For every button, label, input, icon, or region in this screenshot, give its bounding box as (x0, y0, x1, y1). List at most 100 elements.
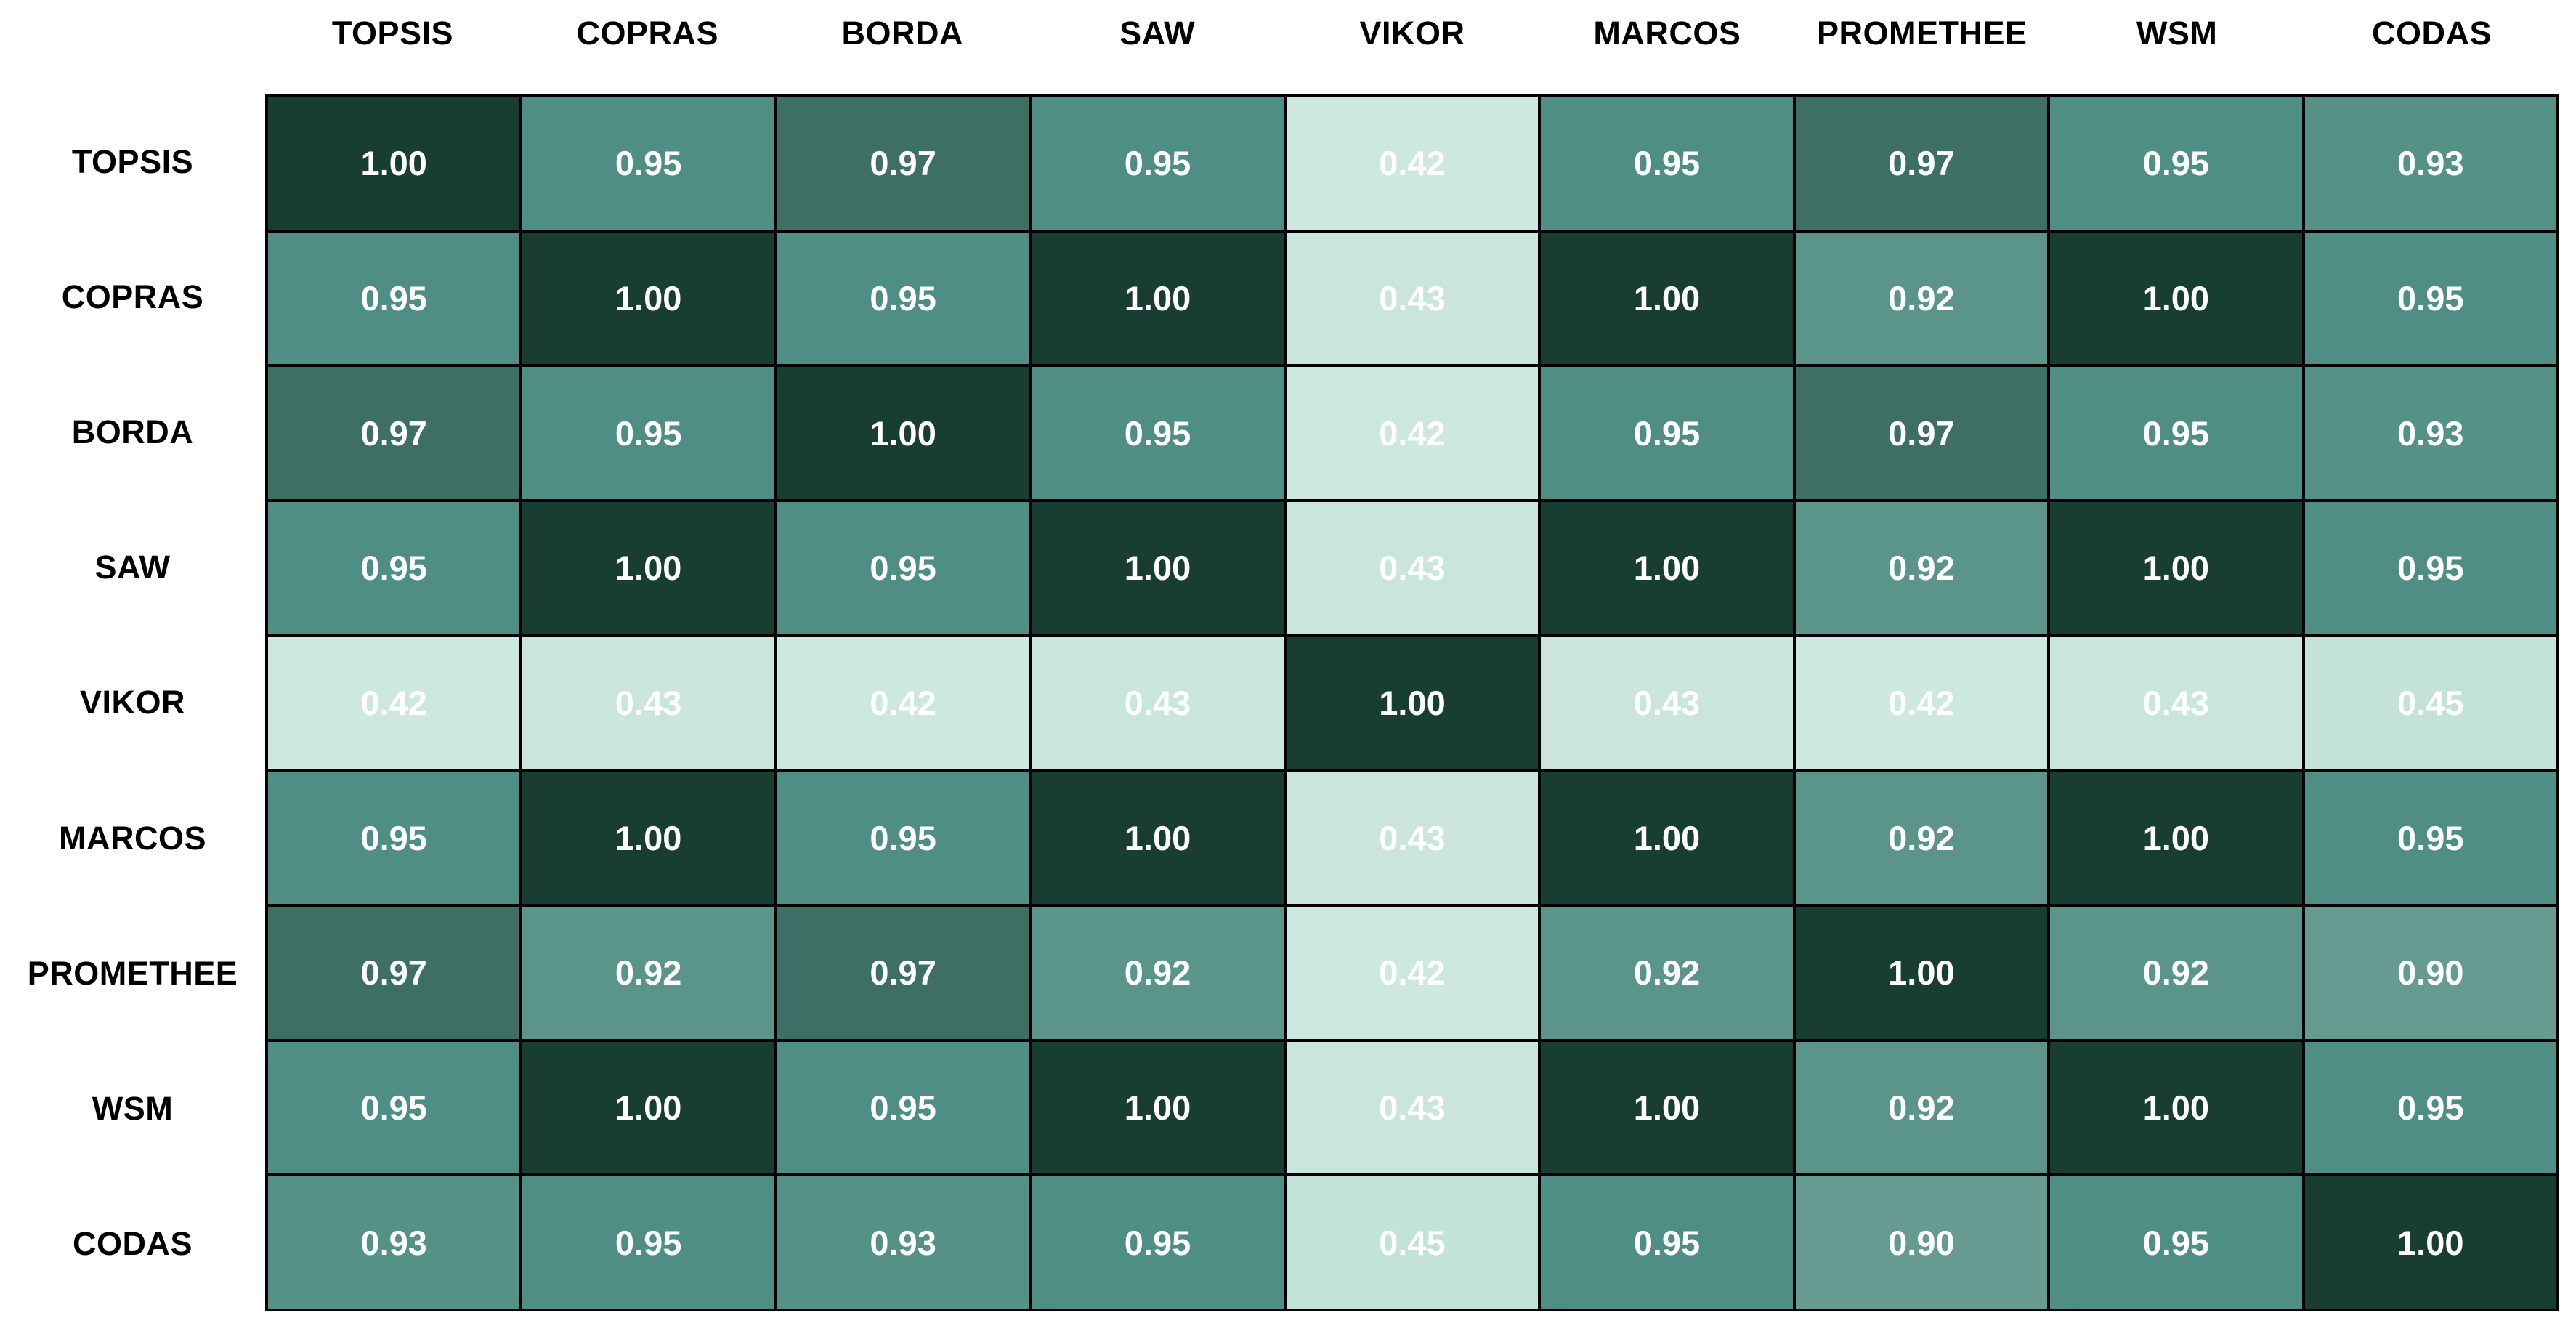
heatmap-cell: 0.90 (1794, 1175, 2049, 1310)
row-headers: TOPSIS COPRAS BORDA SAW VIKOR MARCOS PROMETHEE… (0, 94, 265, 1311)
heatmap-cell: 1.00 (521, 1040, 776, 1176)
heatmap-cell: 0.42 (1284, 365, 1540, 501)
heatmap-cell: 1.00 (2049, 770, 2304, 905)
heatmap-cell: 0.95 (267, 230, 522, 366)
column-header-label: BORDA (841, 15, 963, 52)
heatmap-cell: 1.00 (1539, 770, 1794, 905)
heatmap-cell: 1.00 (1284, 635, 1540, 771)
heatmap-cell: 1.00 (1030, 770, 1285, 905)
heatmap-cell: 0.93 (775, 1175, 1031, 1310)
heatmap-cell: 0.43 (1284, 230, 1540, 366)
heatmap-cell: 0.92 (1794, 230, 2049, 366)
heatmap-cell: 0.43 (1284, 501, 1540, 636)
heatmap-cell: 0.97 (1794, 365, 2049, 501)
heatmap-cell: 0.95 (267, 1040, 522, 1176)
row-header-label: MARCOS (59, 819, 206, 857)
heatmap-cell: 0.95 (1539, 365, 1794, 501)
heatmap-cell: 0.95 (267, 501, 522, 636)
heatmap-cell: 0.97 (267, 905, 522, 1040)
heatmap-cell: 1.00 (1539, 1040, 1794, 1176)
heatmap-cell: 1.00 (1030, 1040, 1285, 1176)
heatmap-cell: 0.92 (1030, 905, 1285, 1040)
heatmap-cell: 0.45 (1284, 1175, 1540, 1310)
row-header-label: PROMETHEE (27, 954, 238, 992)
heatmap-cell: 0.45 (2303, 635, 2558, 771)
row-header-label: COPRAS (61, 278, 204, 316)
column-header-label: COPRAS (576, 15, 719, 52)
row-header-label: WSM (92, 1089, 174, 1127)
heatmap-cell: 1.00 (521, 230, 776, 366)
heatmap-cell: 0.92 (2049, 905, 2304, 1040)
row-header-label: VIKOR (79, 684, 185, 721)
heatmap-cell: 0.95 (1539, 1175, 1794, 1310)
heatmap-cell: 1.00 (1030, 230, 1285, 366)
heatmap-cell: 0.95 (1030, 1175, 1285, 1310)
heatmap-cell: 0.97 (775, 96, 1031, 231)
heatmap-cell: 0.95 (775, 1040, 1031, 1176)
heatmap-cell: 0.95 (1030, 96, 1285, 231)
row-header-label: BORDA (71, 413, 194, 451)
heatmap-cell: 0.95 (2303, 770, 2558, 905)
heatmap-cell: 0.97 (775, 905, 1031, 1040)
heatmap-cell: 0.92 (521, 905, 776, 1040)
heatmap-cell: 0.93 (2303, 96, 2558, 231)
row-header-label: TOPSIS (71, 143, 194, 181)
heatmap-cell: 1.00 (2049, 501, 2304, 636)
heatmap-cell: 1.00 (1030, 501, 1285, 636)
heatmap-cell: 1.00 (775, 365, 1031, 501)
row-header-label: CODAS (72, 1224, 193, 1262)
column-header-label: TOPSIS (331, 15, 454, 52)
heatmap-cell: 0.95 (2303, 230, 2558, 366)
heatmap-cell: 1.00 (2049, 1040, 2304, 1176)
heatmap-cell: 0.43 (1030, 635, 1285, 771)
heatmap-cell: 0.42 (267, 635, 522, 771)
heatmap-cell: 0.95 (521, 96, 776, 231)
heatmap-cell: 0.43 (1539, 635, 1794, 771)
column-header-label: SAW (1119, 15, 1196, 52)
heatmap-cell: 0.95 (267, 770, 522, 905)
heatmap-cell: 0.92 (1539, 905, 1794, 1040)
heatmap-cell: 0.93 (267, 1175, 522, 1310)
heatmap-cell: 0.92 (1794, 770, 2049, 905)
heatmap-cell: 1.00 (2303, 1175, 2558, 1310)
heatmap-cell: 0.42 (1284, 905, 1540, 1040)
column-header-label: MARCOS (1593, 15, 1741, 52)
heatmap-cell: 0.42 (775, 635, 1031, 771)
heatmap-cell: 0.97 (1794, 96, 2049, 231)
column-header-label: PROMETHEE (1817, 15, 2028, 52)
heatmap-cell: 0.43 (1284, 770, 1540, 905)
heatmap-cell: 1.00 (1539, 501, 1794, 636)
heatmap-cell: 1.00 (1794, 905, 2049, 1040)
heatmap-cell: 1.00 (1539, 230, 1794, 366)
heatmap-cell: 1.00 (521, 501, 776, 636)
heatmap-cell: 0.95 (2303, 501, 2558, 636)
heatmap-cell: 0.93 (2303, 365, 2558, 501)
heatmap-cell: 0.95 (1539, 96, 1794, 231)
heatmap-cell: 0.92 (1794, 501, 2049, 636)
heatmap-cell: 0.95 (521, 1175, 776, 1310)
heatmap-cell: 0.95 (2049, 96, 2304, 231)
heatmap-cell: 0.95 (2049, 365, 2304, 501)
heatmap-cell: 0.95 (775, 501, 1031, 636)
row-header-label: SAW (94, 549, 171, 586)
heatmap-cell: 1.00 (521, 770, 776, 905)
column-header-label: CODAS (2372, 15, 2492, 52)
column-header-label: VIKOR (1359, 15, 1465, 52)
column-headers: TOPSIS COPRAS BORDA SAW VIKOR MARCOS PROMETHEE… (265, 0, 2559, 94)
heatmap-cell: 0.95 (775, 230, 1031, 366)
heatmap-cell: 0.43 (2049, 635, 2304, 771)
corner-spacer (0, 0, 265, 94)
heatmap-cell: 0.43 (521, 635, 776, 771)
heatmap-cell: 0.95 (2303, 1040, 2558, 1176)
heatmap-cell: 1.00 (267, 96, 522, 231)
heatmap-cell: 0.97 (267, 365, 522, 501)
heatmap-cell: 0.95 (1030, 365, 1285, 501)
heatmap-cell: 0.95 (775, 770, 1031, 905)
heatmap-cell: 0.43 (1284, 1040, 1540, 1176)
column-header-label: WSM (2136, 15, 2218, 52)
heatmap-cell: 0.95 (2049, 1175, 2304, 1310)
heatmap-matrix: 1.00 0.95 0.97 0.95 0.42 0.95 0.97 0.95 0.93 0.95… (265, 94, 2559, 1311)
heatmap-cell: 0.92 (1794, 1040, 2049, 1176)
heatmap-cell: 0.95 (521, 365, 776, 501)
